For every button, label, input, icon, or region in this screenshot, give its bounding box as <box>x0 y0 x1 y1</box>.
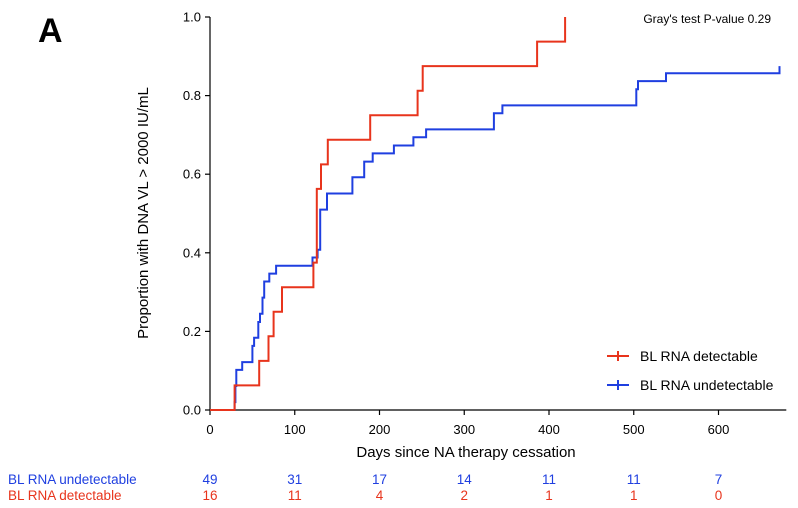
x-tick-label: 600 <box>708 422 730 437</box>
risk-count: 16 <box>202 488 217 503</box>
y-tick-label: 0.0 <box>183 403 201 418</box>
y-tick-label: 0.2 <box>183 324 201 339</box>
x-tick-label: 200 <box>369 422 391 437</box>
x-tick-label: 300 <box>453 422 475 437</box>
legend: BL RNA detectable BL RNA undetectable <box>607 348 774 393</box>
x-tick-label: 100 <box>284 422 306 437</box>
risk-count: 1 <box>545 488 553 503</box>
risk-count: 2 <box>460 488 468 503</box>
x-tick-label: 500 <box>623 422 645 437</box>
risk-count: 0 <box>715 488 723 503</box>
risk-count: 11 <box>627 472 641 487</box>
risk-count: 4 <box>376 488 384 503</box>
axes: 0.0 0.2 0.4 0.6 0.8 1.0 0 100 200 300 400 500 600 <box>183 10 787 437</box>
risk-count: 11 <box>288 488 302 503</box>
y-tick-label: 0.8 <box>183 88 201 103</box>
risk-count: 11 <box>542 472 556 487</box>
pvalue-annotation: Gray's test P-value 0.29 <box>643 12 771 26</box>
y-tick-label: 0.4 <box>183 245 201 260</box>
risk-table: BL RNA undetectable 49 31 17 14 11 11 7BL RNA d… <box>8 472 722 503</box>
risk-count: 17 <box>372 472 387 487</box>
risk-count: 14 <box>457 472 473 487</box>
x-tick-label: 400 <box>538 422 560 437</box>
risk-count: 1 <box>630 488 638 503</box>
panel-label: A <box>38 12 63 50</box>
y-tick-label: 0.6 <box>183 167 201 182</box>
y-axis-label: Proportion with DNA VL > 2000 IU/mL <box>135 87 152 339</box>
y-tick-label: 1.0 <box>183 10 201 25</box>
risk-row-label: BL RNA detectable <box>8 488 122 503</box>
risk-count: 49 <box>202 472 217 487</box>
x-axis-label: Days since NA therapy cessation <box>356 444 575 461</box>
risk-count: 7 <box>715 472 723 487</box>
series-layer <box>210 17 781 411</box>
risk-count: 31 <box>287 472 302 487</box>
legend-label: BL RNA detectable <box>640 348 758 364</box>
risk-row-label: BL RNA undetectable <box>8 472 137 487</box>
x-tick-label: 0 <box>206 422 213 437</box>
legend-label: BL RNA undetectable <box>640 377 774 393</box>
series-line <box>210 17 567 411</box>
